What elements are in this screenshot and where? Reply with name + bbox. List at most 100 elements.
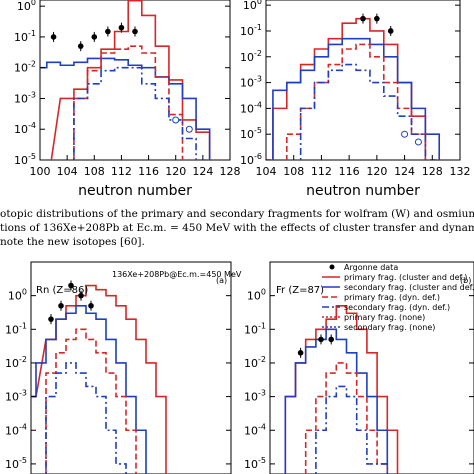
y-tick-label: 10-4: [5, 422, 27, 437]
data-point: [77, 43, 84, 49]
caption-line-2: tions of 136Xe+208Pb at Ec.m. = 450 MeV …: [0, 222, 474, 234]
y-tick-label: 10-5: [244, 456, 266, 471]
data-point: [58, 302, 64, 309]
series-dashdot-blue: [45, 362, 127, 474]
caption-line-1: otopic distributions of the primary and …: [0, 208, 474, 220]
element-label-rn: Rn (Z=86): [36, 285, 88, 296]
y-tick-label: 100: [243, 0, 262, 12]
y-tick-label: 10-4: [14, 121, 36, 136]
data-point: [88, 302, 94, 309]
y-tick-label: 10-6: [240, 152, 262, 167]
x-axis-label-top-right: neutron number: [306, 183, 420, 199]
plot-area-bottom-right: [284, 304, 399, 474]
y-tick-label: 10-3: [5, 389, 27, 404]
series-secondary-blue: [31, 304, 147, 474]
plot-area-bottom-left: [31, 280, 167, 474]
y-tick-label: 10-1: [5, 321, 27, 336]
y-tick-label: 10-2: [240, 49, 262, 64]
legend-label: primary frag. (none): [344, 313, 425, 322]
y-tick-label: 10-2: [14, 60, 36, 75]
y-tick-label: 10-3: [240, 75, 262, 90]
series-dash-red: [73, 45, 197, 160]
x-tick-label: 116: [339, 165, 360, 178]
data-point: [105, 28, 111, 35]
x-tick-label: 112: [311, 165, 332, 178]
x-tick-label: 100: [30, 165, 51, 178]
data-point: [50, 34, 57, 40]
data-point: [78, 292, 84, 299]
new-isotope-marker: [414, 138, 422, 146]
series-secondary-blue: [40, 57, 211, 160]
data-point: [48, 316, 54, 322]
legend-label: secondary frag. (none): [344, 323, 435, 332]
y-tick-label: 10-1: [244, 321, 266, 336]
series-dash-red: [45, 328, 137, 474]
data-point: [318, 336, 324, 343]
panel-bottom-left-frame: [30, 261, 232, 474]
data-point: [68, 282, 74, 289]
panel-label-a: (a): [216, 276, 227, 285]
x-tick-label: 108: [84, 165, 105, 178]
legend-marker: [329, 264, 335, 270]
new-isotope-marker: [172, 116, 180, 124]
legend-label: secondary frag. (dyn. def.): [344, 303, 450, 312]
series-secondary-blue: [284, 328, 389, 474]
new-isotope-marker: [401, 130, 409, 138]
y-tick-label: 10-2: [5, 355, 27, 370]
plot-area-top-left: [40, 0, 225, 160]
x-tick-label: 128: [422, 165, 443, 178]
y-tick-label: 10-4: [244, 422, 266, 437]
y-tick-label: 10-5: [5, 456, 27, 471]
legend-label: Argonne data: [344, 263, 398, 272]
x-tick-label: 124: [394, 165, 415, 178]
x-tick-label: 124: [192, 165, 213, 178]
data-point: [91, 34, 98, 40]
legend-label: primary frag. (cluster and def.): [344, 273, 467, 282]
x-tick-label: 104: [256, 165, 277, 178]
x-tick-label: 120: [366, 165, 387, 178]
x-tick-label: 116: [138, 165, 159, 178]
panel-top-right-frame: [265, 0, 461, 161]
data-point: [387, 28, 394, 34]
y-tick-label: 100: [8, 288, 27, 303]
x-tick-label: 128: [220, 165, 241, 178]
x-tick-label: 132: [450, 165, 471, 178]
series-dashdot-blue: [299, 63, 441, 160]
data-point: [328, 336, 335, 343]
series-primary-red: [50, 0, 225, 160]
x-tick-label: 104: [57, 165, 78, 178]
data-point: [297, 350, 304, 356]
legend-label: primary frag. (dyn. def.): [344, 293, 440, 302]
series-dashdot-blue: [73, 66, 211, 160]
series-dash-red: [304, 362, 389, 474]
y-tick-label: 10-5: [240, 126, 262, 141]
x-tick-label: 120: [165, 165, 186, 178]
plot-area-top-right: [266, 13, 441, 160]
legend-label: secondary frag. (cluster and def.): [344, 283, 474, 292]
panel-bottom-right-frame: [269, 261, 474, 474]
panel-label-b: (b): [460, 276, 471, 285]
new-isotope-marker: [185, 125, 193, 133]
data-point: [118, 24, 125, 31]
data-point: [132, 28, 138, 35]
y-tick-label: 100: [247, 288, 266, 303]
y-tick-label: 10-3: [14, 90, 36, 105]
y-tick-label: 10-3: [244, 389, 266, 404]
y-tick-label: 10-1: [240, 23, 262, 38]
y-tick-label: 10-1: [14, 29, 36, 44]
series-dashdot-blue: [315, 385, 389, 474]
series-secondary-blue: [272, 37, 441, 160]
data-point: [374, 15, 380, 22]
panel-top-left-frame: [39, 0, 231, 161]
data-point: [360, 15, 366, 22]
x-axis-label-top-left: neutron number: [78, 183, 192, 199]
y-tick-label: 100: [17, 0, 36, 13]
y-tick-label: 10-2: [244, 355, 266, 370]
y-tick-label: 10-5: [14, 152, 36, 167]
caption-line-3: note the new isotopes [60].: [0, 236, 145, 248]
y-tick-label: 10-4: [240, 100, 262, 115]
element-label-fr: Fr (Z=87): [276, 285, 324, 296]
x-tick-label: 112: [111, 165, 132, 178]
